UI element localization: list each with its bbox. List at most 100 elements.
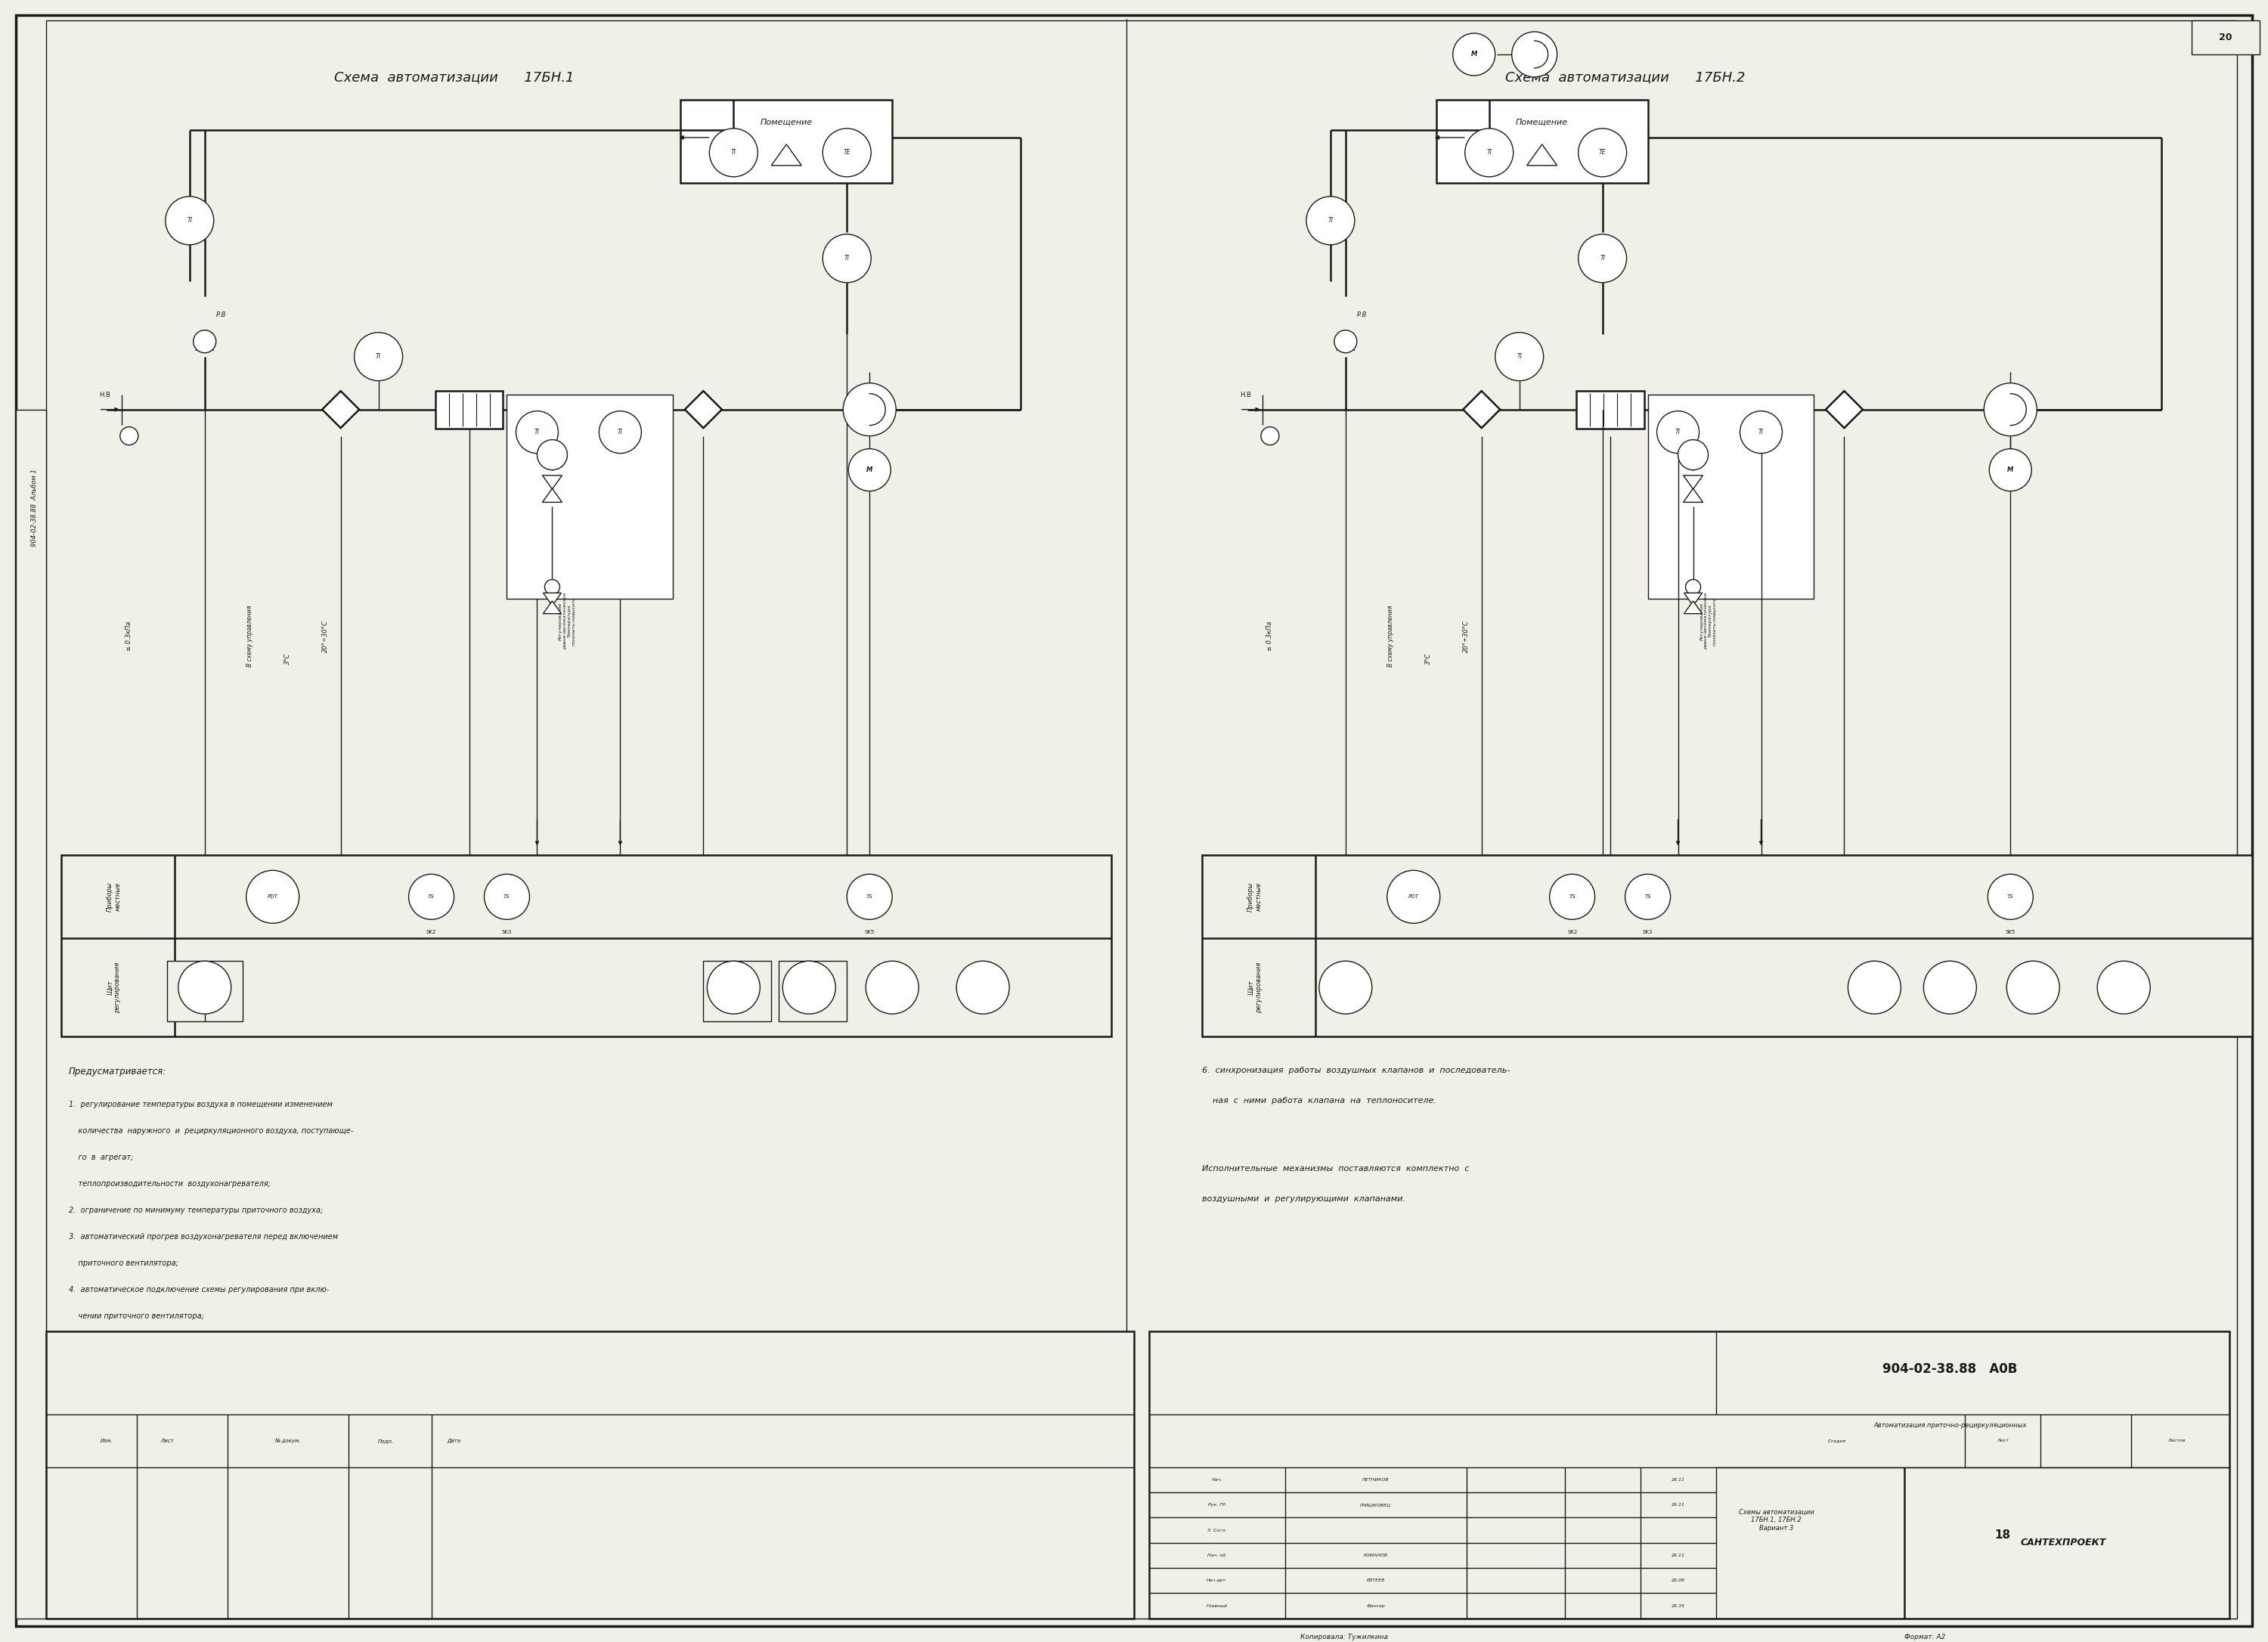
Text: M: M	[2007, 466, 2014, 473]
Text: TS: TS	[1569, 895, 1576, 900]
Text: Регулирование
равне-автоматическое
Температура
понизить-повысить: Регулирование равне-автоматическое Темпе…	[1699, 593, 1717, 650]
Circle shape	[1513, 31, 1558, 77]
Text: HS
SA4: HS SA4	[1871, 984, 1878, 992]
Circle shape	[120, 427, 138, 445]
Text: 20°÷30°С: 20°÷30°С	[1463, 621, 1470, 652]
Text: TI: TI	[730, 149, 737, 156]
Circle shape	[823, 235, 871, 282]
Text: ≤ 0.3кПа: ≤ 0.3кПа	[125, 621, 132, 650]
Bar	[492, 862, 528, 893]
Bar	[1576, 391, 1644, 429]
Circle shape	[1334, 330, 1356, 353]
Polygon shape	[1685, 593, 1703, 606]
Text: Формат: А2: Формат: А2	[1905, 1634, 1946, 1640]
Text: 23606-02: 23606-02	[2066, 1430, 2100, 1437]
Text: 2.  ограничение по минимуму температуры приточного воздуха;: 2. ограничение по минимуму температуры п…	[68, 1207, 322, 1213]
Text: 26.35: 26.35	[1672, 1604, 1685, 1608]
Text: TI: TI	[844, 255, 850, 261]
Text: SK3: SK3	[1642, 929, 1653, 934]
Circle shape	[708, 961, 760, 1013]
Bar	[778, 961, 846, 1021]
Text: 3°С: 3°С	[1424, 654, 1431, 665]
Text: 4.  автоматическое подключение схемы регулирования при вклю-: 4. автоматическое подключение схемы регу…	[68, 1286, 329, 1294]
Text: TS: TS	[1644, 895, 1651, 900]
Text: З. Согл.: З. Согл.	[1207, 1529, 1227, 1532]
Bar	[168, 961, 243, 1021]
Text: Главный: Главный	[1207, 1604, 1227, 1608]
Text: Нач.арт.: Нач.арт.	[1207, 1578, 1227, 1583]
Text: TI: TI	[1758, 429, 1765, 435]
Text: 1.  регулирование температуры воздуха в помещении изменением: 1. регулирование температуры воздуха в п…	[68, 1100, 333, 1108]
Text: PB
KC: PB KC	[2030, 984, 2037, 992]
Circle shape	[1987, 874, 2032, 920]
Text: Нач.: Нач.	[1211, 1478, 1222, 1481]
Bar	[506, 394, 674, 598]
Text: 904-02-38.88  Альбом 1: 904-02-38.88 Альбом 1	[32, 470, 39, 547]
Circle shape	[1626, 874, 1672, 920]
Text: 5.  защита воздухонагревателя от замерзания;: 5. защита воздухонагревателя от замерзан…	[68, 1338, 254, 1346]
Circle shape	[1579, 128, 1626, 177]
Polygon shape	[1526, 144, 1558, 166]
Circle shape	[848, 448, 891, 491]
Text: Приборы
местные: Приборы местные	[107, 882, 122, 911]
Text: TE: TE	[844, 149, 850, 156]
Text: KSV: KSV	[200, 1005, 209, 1008]
Text: TE: TE	[1599, 149, 1606, 156]
Polygon shape	[1463, 391, 1499, 429]
Bar	[1436, 100, 1649, 182]
Text: TI: TI	[1676, 429, 1681, 435]
Text: 18: 18	[1996, 1530, 2012, 1540]
Polygon shape	[1683, 489, 1703, 502]
Circle shape	[408, 874, 454, 920]
Text: Р.В: Р.В	[1356, 312, 1368, 319]
Bar	[61, 855, 1111, 1036]
Circle shape	[1495, 332, 1545, 381]
Text: Регулирование
равне-автоматическое
Температура
понизить-повысить: Регулирование равне-автоматическое Темпе…	[558, 593, 576, 650]
Text: SK3: SK3	[501, 929, 513, 934]
Text: 3.  автоматический прогрев воздухонагревателя перед включением: 3. автоматический прогрев воздухонагрева…	[68, 1233, 338, 1241]
Bar	[703, 961, 771, 1021]
Text: № докум.: № докум.	[274, 1438, 302, 1443]
Polygon shape	[542, 601, 560, 614]
Text: Н.В: Н.В	[1241, 391, 1252, 397]
Circle shape	[1261, 427, 1279, 445]
Circle shape	[866, 961, 919, 1013]
Text: Схема  автоматизации      17БН.2: Схема автоматизации 17БН.2	[1506, 71, 1744, 84]
Circle shape	[1678, 440, 1708, 470]
Text: ная  с  ними  работа  клапана  на  теплоносителе.: ная с ними работа клапана на теплоносите…	[1202, 1097, 1436, 1105]
Bar	[45, 1332, 1134, 1619]
Text: В схему управления: В схему управления	[1388, 606, 1395, 667]
Circle shape	[485, 874, 528, 920]
Circle shape	[1306, 197, 1354, 245]
Text: РОМАНОВ: РОМАНОВ	[1363, 1553, 1388, 1557]
Circle shape	[247, 870, 299, 923]
Text: 904-02-38.88   А0В: 904-02-38.88 А0В	[1882, 1363, 2019, 1376]
Text: TI: TI	[535, 429, 540, 435]
Text: чении приточного вентилятора;: чении приточного вентилятора;	[68, 1312, 204, 1320]
Text: 20°÷30°С: 20°÷30°С	[322, 621, 329, 652]
Text: Р.В: Р.В	[215, 312, 227, 319]
Text: Рук. ГР.: Рук. ГР.	[1209, 1502, 1227, 1507]
Text: 3°С: 3°С	[284, 654, 290, 665]
Circle shape	[1320, 961, 1372, 1013]
Text: TC: TC	[980, 985, 987, 990]
Text: 20: 20	[2218, 33, 2232, 43]
Text: M: M	[1472, 51, 1476, 57]
Circle shape	[1465, 128, 1513, 177]
Polygon shape	[685, 391, 721, 429]
Circle shape	[1549, 874, 1594, 920]
Bar	[1202, 855, 2252, 1036]
Circle shape	[844, 383, 896, 435]
Text: Н.В: Н.В	[100, 391, 111, 397]
Text: 26.11: 26.11	[1672, 1502, 1685, 1507]
Polygon shape	[1685, 601, 1703, 614]
Text: TC: TC	[2121, 985, 2127, 990]
Polygon shape	[322, 391, 358, 429]
Circle shape	[538, 440, 567, 470]
Text: ГРИШКОВЕЦ: ГРИШКОВЕЦ	[1361, 1502, 1390, 1507]
Text: Стадия: Стадия	[1828, 1438, 1846, 1443]
Text: Листов: Листов	[2168, 1438, 2186, 1443]
Text: HS
KSV: HS KSV	[1340, 984, 1349, 992]
Text: Фингер: Фингер	[1365, 1604, 1386, 1608]
Text: Приборы
местные: Приборы местные	[1247, 882, 1263, 911]
